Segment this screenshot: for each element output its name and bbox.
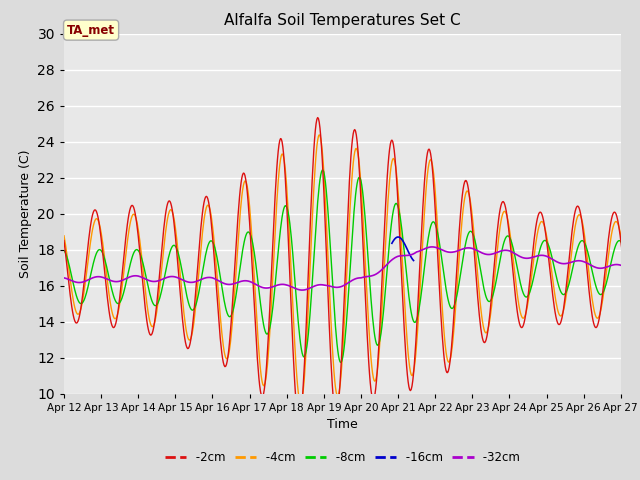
X-axis label: Time: Time bbox=[327, 418, 358, 431]
Y-axis label: Soil Temperature (C): Soil Temperature (C) bbox=[19, 149, 31, 278]
Legend:  -2cm,  -4cm,  -8cm,  -16cm,  -32cm: -2cm, -4cm, -8cm, -16cm, -32cm bbox=[160, 446, 525, 469]
Text: TA_met: TA_met bbox=[67, 24, 115, 36]
Title: Alfalfa Soil Temperatures Set C: Alfalfa Soil Temperatures Set C bbox=[224, 13, 461, 28]
